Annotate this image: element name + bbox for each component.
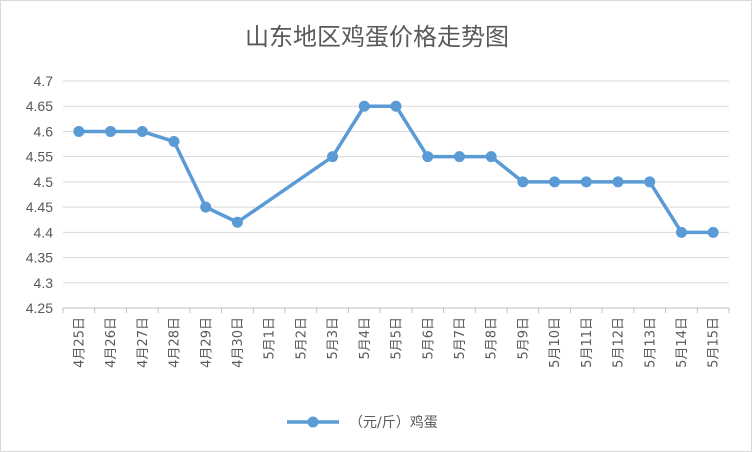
data-point xyxy=(517,176,529,188)
y-tick-label: 4.4 xyxy=(34,224,54,240)
chart-title: 山东地区鸡蛋价格走势图 xyxy=(245,23,509,51)
data-point xyxy=(549,176,561,188)
x-tick-label: 4月30日 xyxy=(231,317,246,368)
data-point xyxy=(105,125,117,137)
x-tick-label: 5月7日 xyxy=(453,317,468,360)
data-point xyxy=(707,226,719,238)
x-tick-label: 4月27日 xyxy=(136,317,151,368)
y-tick-label: 4.35 xyxy=(26,250,53,266)
x-tick-label: 4月25日 xyxy=(72,317,87,368)
data-point xyxy=(675,226,687,238)
x-tick-label: 5月10日 xyxy=(548,317,563,368)
data-point xyxy=(453,151,465,163)
data-point xyxy=(358,100,370,112)
y-tick-label: 4.7 xyxy=(34,73,54,89)
data-point xyxy=(168,136,180,148)
x-tick-label: 4月29日 xyxy=(199,317,214,368)
x-tick-label: 4月26日 xyxy=(104,317,119,368)
y-tick-label: 4.65 xyxy=(26,98,53,114)
y-tick-label: 4.45 xyxy=(26,199,53,215)
legend-label: （元/斤）鸡蛋 xyxy=(349,414,438,431)
gridlines xyxy=(63,80,729,284)
legend-marker-swatch xyxy=(307,416,319,428)
y-tick-label: 4.55 xyxy=(26,149,53,165)
y-axis-tick-labels: 4.25 4.3 4.35 4.4 4.45 4.5 4.55 4.6 4.65 4.7 xyxy=(26,73,53,316)
data-point xyxy=(485,151,497,163)
x-tick-label: 5月11日 xyxy=(580,317,595,368)
data-point xyxy=(136,125,148,137)
y-tick-label: 4.3 xyxy=(34,275,54,291)
series-layer xyxy=(73,100,719,238)
data-point xyxy=(580,176,592,188)
x-tick-label: 5月5日 xyxy=(390,317,405,360)
legend: （元/斤）鸡蛋 xyxy=(287,414,438,431)
x-axis-tick-labels: 4月25日 4月26日 4月27日 4月28日 4月29日 4月30日 5月1日 5月2日 5月… xyxy=(72,317,721,368)
x-tick-label: 5月14日 xyxy=(675,317,690,368)
x-tick-label: 5月9日 xyxy=(516,317,531,360)
x-tick-label: 4月28日 xyxy=(168,317,183,368)
data-point xyxy=(644,176,656,188)
axes xyxy=(62,307,730,313)
data-point xyxy=(200,201,212,213)
x-tick-label: 5月6日 xyxy=(421,317,436,360)
data-point xyxy=(327,151,339,163)
data-point xyxy=(422,151,434,163)
x-tick-label: 5月13日 xyxy=(643,317,658,368)
data-point xyxy=(612,176,624,188)
y-tick-label: 4.6 xyxy=(34,123,54,139)
data-point xyxy=(73,125,85,137)
data-point xyxy=(390,100,402,112)
x-tick-label: 5月15日 xyxy=(707,317,722,368)
x-tick-label: 5月3日 xyxy=(326,317,341,360)
series-line xyxy=(77,104,715,235)
y-tick-label: 4.25 xyxy=(26,300,53,316)
x-tick-label: 5月1日 xyxy=(263,317,278,360)
y-tick-label: 4.5 xyxy=(34,174,54,190)
x-tick-label: 5月8日 xyxy=(485,317,500,360)
x-tick-label: 5月4日 xyxy=(358,317,373,360)
x-tick-label: 5月2日 xyxy=(294,317,309,360)
x-tick-label: 5月12日 xyxy=(612,317,627,368)
data-point xyxy=(231,216,243,228)
